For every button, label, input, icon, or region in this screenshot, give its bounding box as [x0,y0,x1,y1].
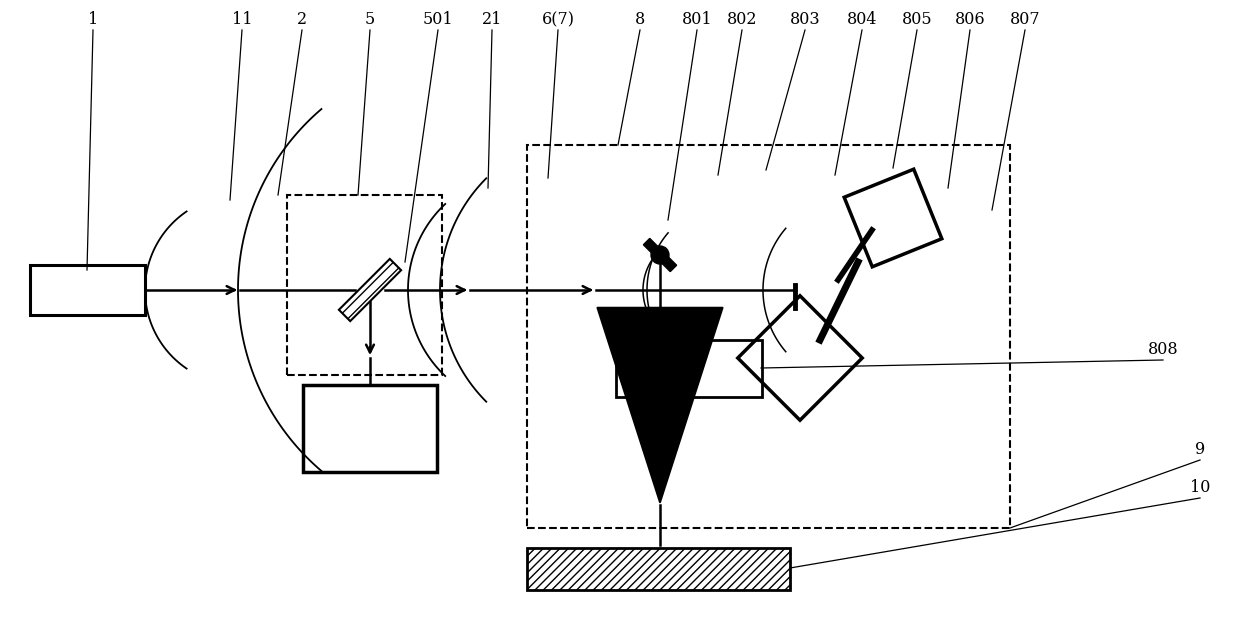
Bar [527,548,790,590]
Text: 8: 8 [635,11,645,28]
Text: 5: 5 [365,11,376,28]
Bar [286,195,441,375]
Text: 805: 805 [901,11,932,28]
Text: 807: 807 [1009,11,1040,28]
Bar [527,145,1011,528]
Text: 501: 501 [423,11,454,28]
Polygon shape [339,259,401,321]
Text: 802: 802 [727,11,758,28]
Text: 2: 2 [296,11,308,28]
Text: 21: 21 [482,11,502,28]
Text: 806: 806 [955,11,986,28]
Text: 804: 804 [847,11,877,28]
Text: 9: 9 [1195,441,1205,458]
Bar [30,265,145,315]
Bar [303,385,436,472]
Text: 6(7): 6(7) [542,11,574,28]
Text: 808: 808 [1148,341,1178,358]
Text: 10: 10 [1190,479,1210,496]
Polygon shape [644,238,677,271]
Bar [616,340,763,397]
Text: 1: 1 [88,11,98,28]
Text: 801: 801 [682,11,712,28]
Text: 11: 11 [232,11,252,28]
Text: 803: 803 [790,11,821,28]
Circle shape [651,246,670,264]
